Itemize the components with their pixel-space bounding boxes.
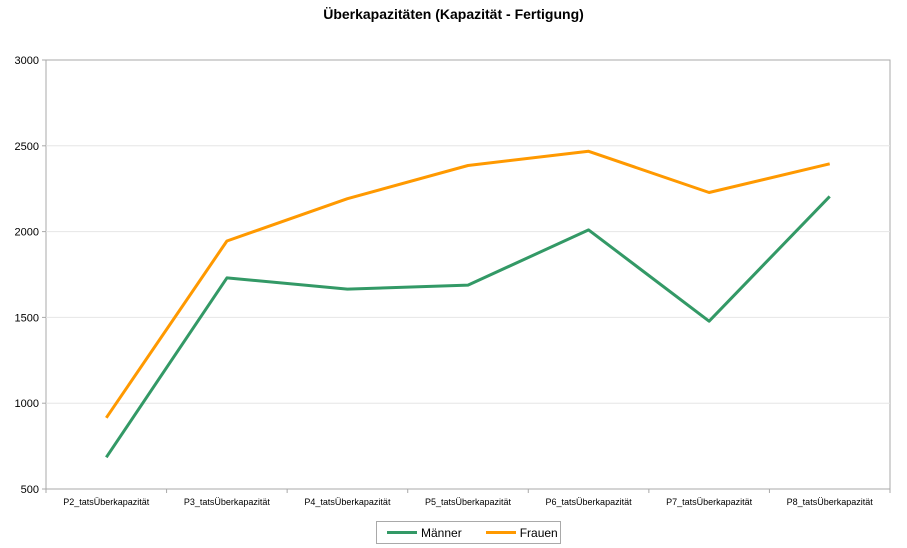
axes: 500 1000 1500 2000 2500 3000 P2_tatsÜberkapazi… bbox=[15, 55, 891, 507]
x-tick-label: P2_tatsÜberkapazität bbox=[63, 497, 150, 507]
series-lines bbox=[105, 149, 831, 459]
y-tick-label: 2000 bbox=[15, 227, 39, 239]
series-line-maenner bbox=[105, 195, 831, 459]
x-tick-label: P7_tatsÜberkapazität bbox=[666, 497, 753, 507]
x-tick-label: P8_tatsÜberkapazität bbox=[787, 497, 874, 507]
legend-item-maenner: Männer bbox=[387, 526, 462, 540]
y-tick-label: 500 bbox=[21, 484, 39, 496]
legend-item-frauen: Frauen bbox=[485, 525, 558, 540]
plot-area bbox=[45, 59, 891, 490]
legend-label-frauen: Frauen bbox=[519, 525, 558, 540]
gridlines bbox=[46, 145, 890, 404]
y-tick-label: 2500 bbox=[15, 141, 39, 153]
y-tick-label: 1500 bbox=[15, 312, 39, 324]
x-tick-label: P3_tatsÜberkapazität bbox=[184, 497, 271, 507]
x-tick-label: P6_tatsÜberkapazität bbox=[546, 497, 633, 507]
y-tick-label: 3000 bbox=[15, 55, 39, 67]
x-tick-label: P5_tatsÜberkapazität bbox=[425, 497, 512, 507]
legend-swatch-frauen bbox=[485, 531, 516, 534]
series-line-frauen bbox=[105, 149, 831, 419]
chart-title: Überkapazitäten (Kapazität - Fertigung) bbox=[323, 6, 584, 22]
x-tick-label: P4_tatsÜberkapazität bbox=[304, 497, 391, 507]
legend-swatch-maenner bbox=[387, 531, 417, 534]
legend: Männer Frauen bbox=[376, 521, 561, 544]
y-tick-label: 1000 bbox=[15, 398, 39, 410]
legend-label-maenner: Männer bbox=[421, 525, 462, 540]
